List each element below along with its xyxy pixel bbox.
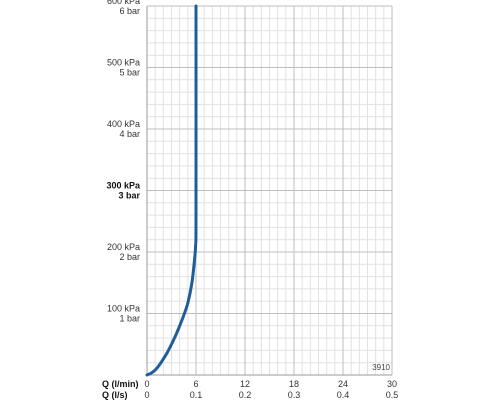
x-tick-label-lmin: 12 <box>240 379 250 389</box>
x-tick-label-ls: 0.5 <box>386 390 399 400</box>
chart-code: 3910 <box>372 363 390 372</box>
y-tick-label-kpa: 500 kPa <box>107 58 140 68</box>
x-axis-label-lmin: Q (l/min) <box>102 379 139 389</box>
y-tick-label-bar: 1 bar <box>119 314 140 324</box>
y-tick-label-kpa: 600 kPa <box>107 0 140 6</box>
x-tick-label-lmin: 18 <box>289 379 299 389</box>
y-tick-label-bar: 6 bar <box>119 6 140 16</box>
x-axis-label-ls: Q (l/s) <box>102 390 128 400</box>
y-tick-label-bar: 4 bar <box>119 129 140 139</box>
x-tick-label-lmin: 6 <box>193 379 198 389</box>
axes <box>146 5 393 376</box>
x-tick-label-lmin: 30 <box>387 379 397 389</box>
y-tick-label-bar: 2 bar <box>119 252 140 262</box>
x-tick-label-ls: 0.4 <box>337 390 350 400</box>
x-tick-label-ls: 0.2 <box>239 390 252 400</box>
x-tick-label-lmin: 24 <box>338 379 348 389</box>
y-tick-label-bar: 3 bar <box>118 191 140 201</box>
y-tick-label-bar: 5 bar <box>119 68 140 78</box>
y-tick-label-kpa: 200 kPa <box>107 242 140 252</box>
x-tick-label-lmin: 0 <box>144 379 149 389</box>
y-tick-label-kpa: 300 kPa <box>106 181 141 191</box>
y-tick-label-kpa: 100 kPa <box>107 304 140 314</box>
y-tick-label-kpa: 400 kPa <box>107 119 140 129</box>
x-tick-label-ls: 0.1 <box>190 390 203 400</box>
x-tick-label-ls: 0.3 <box>288 390 301 400</box>
x-tick-label-ls: 0 <box>144 390 149 400</box>
series-layer <box>145 4 198 377</box>
series-line <box>145 4 198 377</box>
